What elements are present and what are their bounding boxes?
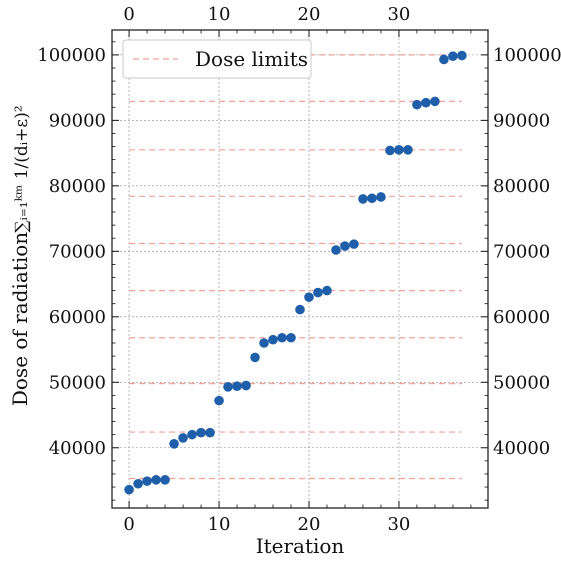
data-point xyxy=(367,193,377,204)
data-point xyxy=(151,475,161,485)
tick-labels: 0 0 10 10 20 20 30 30 40000 40000 50000 50000 60000 6… xyxy=(37,4,561,535)
y-tick-label-left: 100000 xyxy=(37,45,106,66)
data-point xyxy=(133,478,143,489)
data-point xyxy=(214,395,224,406)
data-point xyxy=(430,96,440,107)
data-point xyxy=(412,99,422,110)
y-tick-label-left: 40000 xyxy=(49,438,106,459)
y-axis-title-text: Dose of radiation xyxy=(8,232,32,406)
legend-box xyxy=(122,39,312,79)
data-point xyxy=(376,192,386,202)
data-point xyxy=(421,97,431,108)
data-point xyxy=(295,304,305,315)
y-tick-label-right: 80000 xyxy=(493,176,550,197)
data-point xyxy=(124,484,134,495)
data-point xyxy=(457,50,467,61)
x-tick-label-bottom: 0 xyxy=(123,514,134,535)
y-tick-label-left: 80000 xyxy=(49,176,106,197)
y-tick-label-right: 60000 xyxy=(493,307,550,328)
data-point xyxy=(304,292,314,302)
data-point xyxy=(241,380,251,391)
y-tick-label-right: 70000 xyxy=(493,241,550,262)
data-point xyxy=(277,332,287,343)
data-point xyxy=(187,429,197,440)
plot-frame xyxy=(111,29,489,509)
data-point xyxy=(232,381,242,392)
data-point xyxy=(331,245,341,255)
data-point xyxy=(169,439,179,449)
data-point xyxy=(313,287,323,298)
data-point xyxy=(259,338,269,348)
y-tick-label-left: 90000 xyxy=(49,110,106,131)
data-point xyxy=(394,145,404,155)
x-tick-label-bottom: 20 xyxy=(298,514,321,535)
data-point xyxy=(142,476,152,486)
data-point xyxy=(178,433,188,443)
data-point xyxy=(205,427,215,438)
y-tick-label-left: 60000 xyxy=(49,307,106,328)
dose-limit-lines xyxy=(129,54,462,480)
data-points xyxy=(124,50,467,495)
legend-label-dose-limits: Dose limits xyxy=(195,47,308,71)
y-axis-title: Dose of radiation ∑ᵢ₌₁ᵏᵐ 1/(dᵢ+ε)² xyxy=(8,105,32,406)
data-point xyxy=(268,334,278,345)
data-point xyxy=(448,51,458,61)
data-point xyxy=(385,145,395,156)
x-tick-label-bottom: 10 xyxy=(208,514,231,535)
y-tick-label-right: 100000 xyxy=(493,45,561,66)
data-point xyxy=(250,352,260,363)
x-tick-label-top: 10 xyxy=(208,4,231,25)
data-point xyxy=(358,194,368,204)
y-tick-label-left: 50000 xyxy=(49,372,106,393)
x-axis-title: Iteration xyxy=(256,534,345,558)
x-tick-label-top: 0 xyxy=(123,4,134,25)
x-tick-label-bottom: 30 xyxy=(387,514,410,535)
axis-ticks xyxy=(112,30,488,508)
data-point xyxy=(223,382,233,392)
data-point xyxy=(439,54,449,65)
x-tick-label-top: 30 xyxy=(387,4,410,25)
y-axis-title-formula: ∑ᵢ₌₁ᵏᵐ 1/(dᵢ+ε)² xyxy=(12,105,32,232)
y-tick-label-right: 50000 xyxy=(493,372,550,393)
x-tick-label-top: 20 xyxy=(298,4,321,25)
data-point xyxy=(403,145,413,155)
y-tick-label-right: 90000 xyxy=(493,110,550,131)
y-tick-label-right: 40000 xyxy=(493,438,550,459)
data-point xyxy=(340,241,350,251)
data-point xyxy=(322,285,332,296)
data-point xyxy=(349,239,359,249)
data-point xyxy=(196,427,206,438)
data-point xyxy=(160,475,170,485)
data-point xyxy=(286,332,296,343)
legend: Dose limits xyxy=(122,39,312,79)
y-tick-label-left: 70000 xyxy=(49,241,106,262)
